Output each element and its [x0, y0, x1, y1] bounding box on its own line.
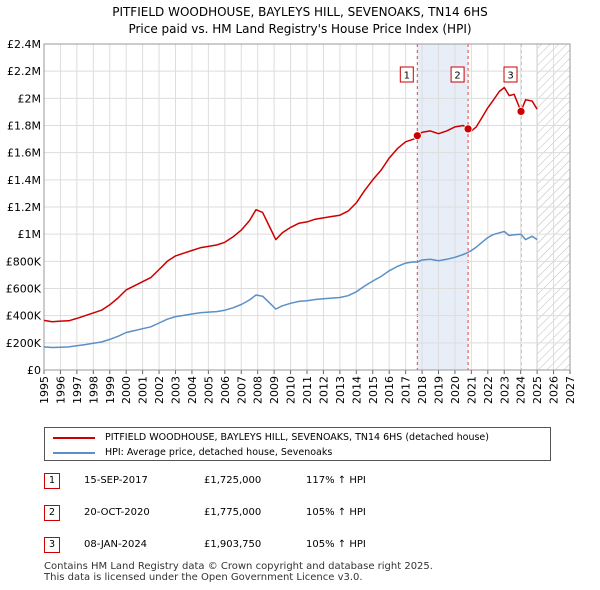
x-tick-label: 2004	[186, 376, 199, 404]
y-tick-label: £400K	[6, 310, 42, 323]
y-tick-label: £0	[27, 364, 41, 377]
x-tick-label: 2020	[449, 376, 462, 404]
x-tick-label: 1997	[71, 376, 84, 404]
sale-hpi-change: 105% ↑ HPI	[306, 539, 366, 550]
y-tick-label: £1M	[18, 228, 42, 241]
y-tick-label: £1.8M	[7, 120, 41, 133]
x-tick-label: 1995	[38, 376, 51, 404]
x-tick-label: 2018	[416, 376, 429, 404]
x-tick-label: 2023	[498, 376, 511, 404]
sale-row: 3 08-JAN-2024 £1,903,750 105% ↑ HPI	[44, 537, 444, 555]
x-tick-label: 2019	[433, 376, 446, 404]
legend-item-hpi: HPI: Average price, detached house, Seve…	[53, 447, 332, 458]
x-tick-label: 2017	[400, 376, 413, 404]
x-tick-label: 2007	[235, 376, 248, 404]
x-tick-label: 2008	[252, 376, 265, 404]
property-series-line	[43, 86, 538, 323]
legend-label-property: PITFIELD WOODHOUSE, BAYLEYS HILL, SEVENO…	[105, 432, 489, 443]
y-tick-label: £800K	[6, 255, 42, 268]
x-tick-label: 2001	[137, 376, 150, 404]
sale-hpi-change: 117% ↑ HPI	[306, 475, 366, 486]
legend-label-hpi: HPI: Average price, detached house, Seve…	[105, 447, 333, 458]
x-tick-label: 2021	[465, 376, 478, 404]
sale-marker-box	[450, 66, 465, 83]
x-tick-label: 2026	[548, 376, 561, 404]
x-tick-label: 2006	[219, 376, 232, 404]
sale-date: 15-SEP-2017	[84, 475, 148, 486]
legend-line-property	[53, 436, 95, 439]
chart-title: PITFIELD WOODHOUSE, BAYLEYS HILL, SEVENO…	[0, 4, 600, 38]
sale-row: 2 20-OCT-2020 £1,775,000 105% ↑ HPI	[44, 505, 444, 523]
x-tick-label: 2009	[268, 376, 281, 404]
x-tick-label: 2022	[482, 376, 495, 404]
sale-marker-box	[399, 66, 414, 83]
sale-price: £1,775,000	[204, 507, 262, 518]
sale-date: 20-OCT-2020	[84, 507, 150, 518]
legend-item-property: PITFIELD WOODHOUSE, BAYLEYS HILL, SEVENO…	[53, 432, 489, 443]
sale-marker-badge: 2	[44, 505, 60, 521]
footer-copyright: Contains HM Land Registry data © Crown c…	[44, 561, 433, 572]
plot-border	[43, 43, 571, 371]
x-tick-label: 1998	[87, 376, 100, 404]
y-tick-label: £1.6M	[7, 147, 41, 160]
hpi-series-line	[43, 230, 538, 349]
sale-marker-box	[503, 66, 518, 83]
x-tick-label: 2014	[350, 376, 363, 404]
sale-point	[463, 124, 473, 134]
y-tick-label: £1.2M	[7, 201, 41, 214]
sale-row: 1 15-SEP-2017 £1,725,000 117% ↑ HPI	[44, 473, 444, 491]
chart-subtitle: Price paid vs. HM Land Registry's House …	[128, 22, 472, 36]
sale-marker-label: 1	[404, 71, 410, 82]
x-tick-label: 2016	[383, 376, 396, 404]
y-tick-label: £200K	[6, 337, 42, 350]
x-tick-label: 1996	[54, 376, 67, 404]
sale-hpi-change: 105% ↑ HPI	[306, 507, 366, 518]
x-tick-label: 2010	[285, 376, 298, 404]
sale-marker-label: 2	[454, 71, 460, 82]
sale-marker-label: 3	[507, 71, 513, 82]
sale-point	[516, 107, 526, 116]
y-tick-label: £1.4M	[7, 174, 41, 187]
x-tick-label: 2003	[170, 376, 183, 404]
x-tick-label: 2025	[531, 376, 544, 404]
sale-price: £1,903,750	[204, 539, 262, 550]
x-tick-label: 2015	[367, 376, 380, 404]
x-tick-label: 2002	[153, 376, 166, 404]
y-tick-label: £2M	[18, 92, 42, 105]
y-tick-label: £2.2M	[7, 65, 41, 78]
footer-licence: This data is licensed under the Open Gov…	[44, 572, 363, 583]
x-tick-label: 2011	[301, 376, 314, 404]
x-tick-label: 2024	[515, 376, 528, 404]
chart-title-line1: PITFIELD WOODHOUSE, BAYLEYS HILL, SEVENO…	[112, 5, 488, 19]
x-tick-label: 2027	[564, 376, 577, 404]
footer: Contains HM Land Registry data © Crown c…	[44, 561, 433, 583]
sale-date: 08-JAN-2024	[84, 539, 148, 550]
x-tick-label: 2005	[202, 376, 215, 404]
sale-marker-badge: 3	[44, 537, 60, 553]
legend-line-hpi	[53, 451, 95, 454]
x-tick-label: 2012	[317, 376, 330, 404]
sale-point	[412, 131, 422, 141]
price-chart: £0 £200K £400K £600K £800K £1M £1.2M £1.4M £1.6M…	[6, 38, 577, 404]
x-tick-label: 2013	[334, 376, 347, 404]
y-tick-label: £2.4M	[7, 38, 41, 51]
chart-legend: PITFIELD WOODHOUSE, BAYLEYS HILL, SEVENO…	[44, 427, 551, 461]
x-tick-label: 1999	[104, 376, 117, 404]
sale-marker-badge: 1	[44, 473, 60, 489]
y-tick-label: £600K	[6, 283, 42, 296]
sale-price: £1,725,000	[204, 475, 262, 486]
x-tick-label: 2000	[120, 376, 133, 404]
